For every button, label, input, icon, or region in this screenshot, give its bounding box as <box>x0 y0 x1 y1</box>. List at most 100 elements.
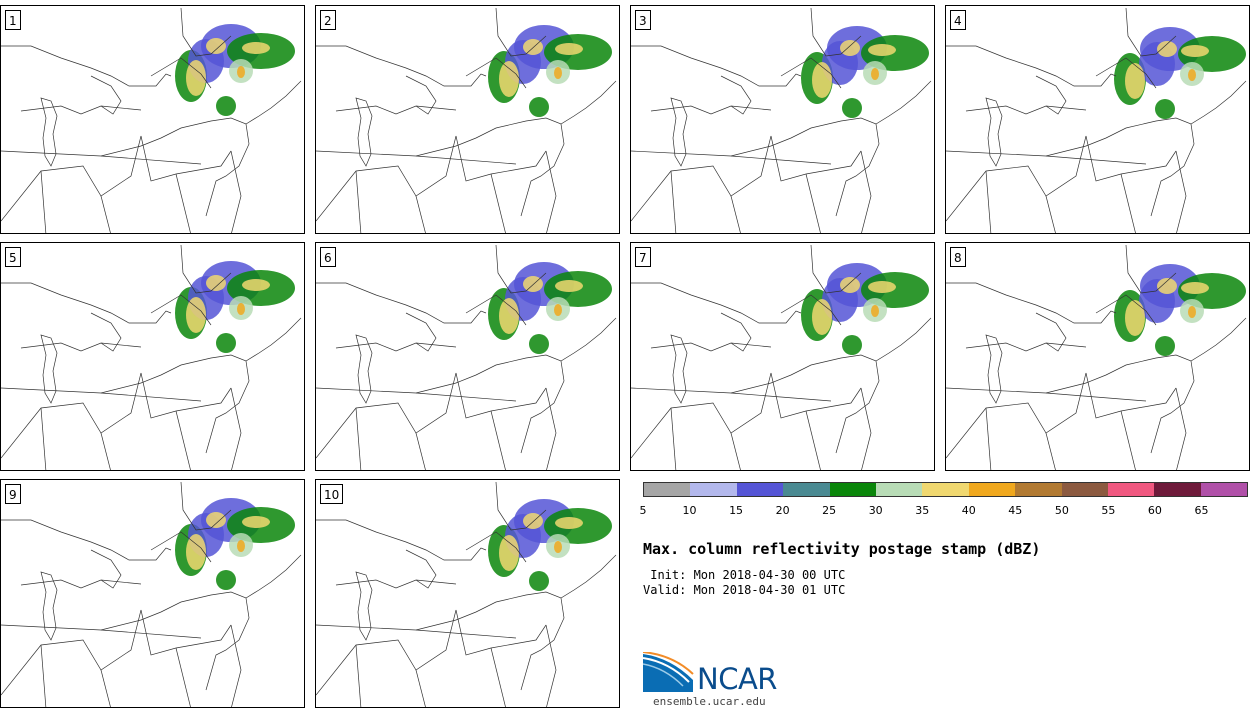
reflectivity-echo <box>216 96 236 116</box>
boundary-line <box>150 531 212 563</box>
ensemble-member-map-10: 10 <box>315 479 620 708</box>
valid-time: Valid: Mon 2018-04-30 01 UTC <box>643 583 846 597</box>
member-number-label: 6 <box>320 247 336 267</box>
boundary-line <box>670 97 688 167</box>
boundary-line <box>670 170 677 233</box>
colorbar-segment <box>1200 483 1248 496</box>
boundary-line <box>495 481 547 531</box>
reflectivity-colorbar <box>643 482 1248 497</box>
reflectivity-echo <box>206 275 226 291</box>
boundary-line <box>946 150 1147 165</box>
reflectivity-echo <box>1125 300 1145 336</box>
boundary-line <box>415 594 527 631</box>
boundary-line <box>545 150 557 233</box>
colorbar-segment <box>644 483 691 496</box>
boundary-line <box>355 97 373 167</box>
boundary-line <box>455 372 547 419</box>
reflectivity-echo <box>237 540 245 552</box>
boundary-line <box>20 105 142 115</box>
boundary-line <box>545 624 557 707</box>
colorbar-segment <box>1107 483 1155 496</box>
boundary-line <box>730 432 741 470</box>
boundary-line <box>465 294 527 326</box>
boundary-line <box>835 360 880 454</box>
ensemble-member-map-8: 8 <box>945 242 1250 471</box>
colorbar-segment <box>736 483 784 496</box>
reflectivity-echo <box>186 60 206 96</box>
boundary-line <box>205 597 250 691</box>
reflectivity-echo <box>242 42 270 54</box>
boundary-line <box>175 410 191 470</box>
boundary-line <box>140 135 232 182</box>
boundary-line <box>525 80 617 125</box>
boundary-line <box>1 282 172 324</box>
member-number-label: 8 <box>950 247 966 267</box>
boundary-line <box>140 372 232 419</box>
boundary-line <box>180 481 232 531</box>
boundary-line <box>180 244 232 294</box>
boundary-line <box>860 387 872 470</box>
boundary-line <box>405 549 437 589</box>
reflectivity-echo <box>1188 306 1196 318</box>
boundary-line <box>230 387 242 470</box>
member-number-label: 7 <box>635 247 651 267</box>
map-canvas <box>946 7 1247 233</box>
boundary-line <box>316 609 457 696</box>
colorbar-segment <box>875 483 923 496</box>
boundary-line <box>1 624 202 639</box>
reflectivity-echo <box>186 534 206 570</box>
reflectivity-echo <box>1181 45 1209 57</box>
reflectivity-echo <box>206 38 226 54</box>
boundary-line <box>20 579 142 589</box>
reflectivity-echo <box>1188 69 1196 81</box>
boundary-line <box>805 173 821 233</box>
colorbar-segment <box>1061 483 1108 496</box>
boundary-line <box>770 372 862 419</box>
reflectivity-echo <box>529 97 549 117</box>
boundary-line <box>90 75 122 115</box>
boundary-line <box>415 357 527 394</box>
boundary-line <box>335 105 457 115</box>
colorbar-tick-label: 50 <box>1054 504 1069 517</box>
reflectivity-echo <box>216 333 236 353</box>
boundary-line <box>495 7 547 57</box>
boundary-line <box>1085 372 1177 419</box>
colorbar-tick-label: 30 <box>868 504 883 517</box>
colorbar-tick-label: 65 <box>1194 504 1209 517</box>
boundary-line <box>100 357 212 394</box>
boundary-line <box>840 317 932 362</box>
colorbar-segment <box>922 483 969 496</box>
reflectivity-echo <box>1125 63 1145 99</box>
boundary-line <box>100 594 212 631</box>
boundary-line <box>631 45 802 87</box>
boundary-line <box>730 120 842 157</box>
boundary-line <box>490 410 506 470</box>
boundary-line <box>1035 312 1067 352</box>
colorbar-tick-label: 20 <box>775 504 790 517</box>
boundary-line <box>415 195 426 233</box>
ensemble-member-map-1: 1 <box>0 5 305 234</box>
boundary-line <box>40 571 58 641</box>
reflectivity-echo <box>206 512 226 528</box>
boundary-line <box>40 407 47 470</box>
ensemble-member-map-2: 2 <box>315 5 620 234</box>
boundary-line <box>1035 75 1067 115</box>
reflectivity-echo <box>1155 99 1175 119</box>
boundary-line <box>205 123 250 217</box>
boundary-line <box>1125 244 1177 294</box>
reflectivity-echo <box>1181 282 1209 294</box>
reflectivity-echo <box>216 570 236 590</box>
colorbar-tick-label: 55 <box>1101 504 1116 517</box>
boundary-line <box>520 360 565 454</box>
boundary-line <box>40 97 58 167</box>
boundary-line <box>316 135 457 222</box>
boundary-line <box>770 135 862 182</box>
reflectivity-echo <box>554 304 562 316</box>
boundary-line <box>1155 80 1247 125</box>
ncar-logo-icon <box>643 652 694 692</box>
boundary-line <box>316 372 457 459</box>
reflectivity-echo <box>554 541 562 553</box>
boundary-line <box>355 571 373 641</box>
reflectivity-echo <box>237 66 245 78</box>
boundary-line <box>1150 123 1195 217</box>
